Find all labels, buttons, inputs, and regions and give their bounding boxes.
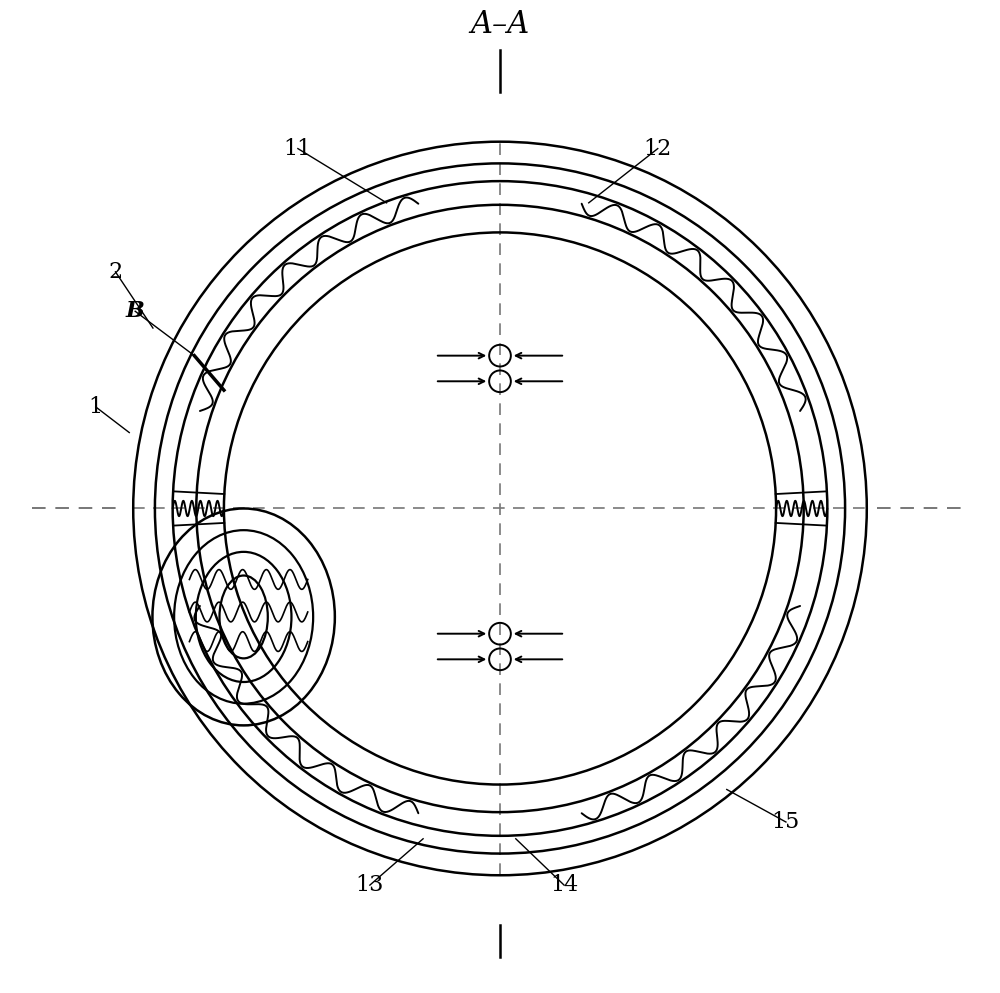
Text: 14: 14	[550, 874, 578, 896]
Text: A–A: A–A	[470, 9, 530, 40]
Text: 15: 15	[772, 811, 800, 833]
Text: 1: 1	[89, 396, 103, 418]
Text: 11: 11	[284, 138, 312, 160]
Text: 12: 12	[644, 138, 672, 160]
Text: 13: 13	[356, 874, 384, 896]
Text: B: B	[126, 300, 145, 323]
Text: 2: 2	[108, 261, 123, 283]
